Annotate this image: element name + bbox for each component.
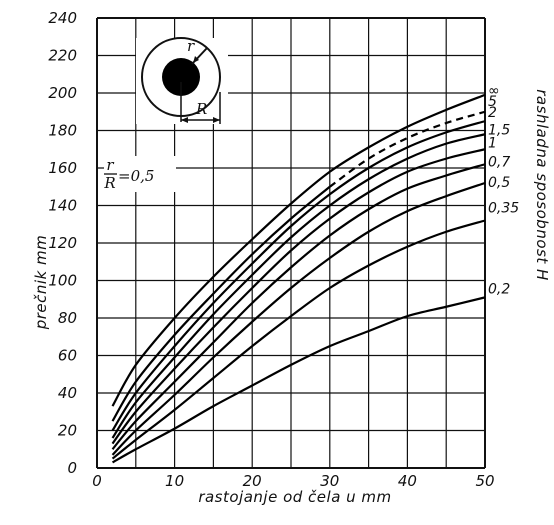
curve-line-8 bbox=[113, 297, 485, 462]
y-tick-labels: 0 20 40 60 80 100 120 140 160 180 200 220 240 bbox=[48, 9, 77, 477]
y-tick-label: 120 bbox=[48, 234, 77, 252]
ratio-value: =0,5 bbox=[118, 167, 154, 185]
y-tick-label: 160 bbox=[48, 159, 77, 177]
x-tick-label: 50 bbox=[475, 472, 494, 490]
inset-r-label: r bbox=[187, 37, 195, 55]
y-tick-label: 100 bbox=[48, 272, 77, 290]
ratio-annotation: r R =0,5 bbox=[103, 156, 176, 192]
y-tick-label: 0 bbox=[67, 459, 77, 477]
series-label: 0,2 bbox=[488, 281, 510, 297]
curve-line-0 bbox=[113, 95, 485, 406]
y-tick-label: 180 bbox=[48, 122, 77, 140]
x-axis-label: rastojanje od čela u mm bbox=[198, 488, 391, 506]
x-tick-label: 0 bbox=[92, 472, 102, 490]
curve-line-5 bbox=[113, 164, 485, 449]
curve-line-7 bbox=[113, 221, 485, 459]
y-tick-label: 240 bbox=[48, 9, 77, 27]
series-label: 0,35 bbox=[488, 201, 519, 217]
y-tick-label: 20 bbox=[58, 422, 77, 440]
right-axis-label: rashladna sposobnost H bbox=[533, 89, 551, 280]
series-label: 1 bbox=[488, 135, 497, 151]
y-tick-label: 200 bbox=[48, 84, 77, 102]
series-label: 0,7 bbox=[488, 154, 510, 170]
y-tick-label: 40 bbox=[58, 384, 77, 402]
inset-diagram: r R bbox=[136, 37, 228, 124]
y-tick-label: 60 bbox=[58, 347, 77, 365]
x-tick-label: 10 bbox=[165, 472, 184, 490]
y-tick-label: 140 bbox=[48, 197, 77, 215]
y-tick-label: 80 bbox=[58, 309, 77, 327]
ratio-numerator: r bbox=[106, 156, 114, 174]
x-tick-label: 40 bbox=[398, 472, 417, 490]
inset-R-label: R bbox=[195, 100, 207, 118]
curves bbox=[113, 95, 485, 463]
y-axis-label: prečnik mm bbox=[32, 235, 50, 331]
y-tick-label: 220 bbox=[48, 47, 77, 65]
curve-labels: ∞521,510,70,50,350,2 bbox=[488, 83, 519, 298]
series-label: 2 bbox=[488, 105, 497, 121]
ratio-denominator: R bbox=[103, 174, 115, 192]
series-label: 0,5 bbox=[488, 175, 510, 191]
